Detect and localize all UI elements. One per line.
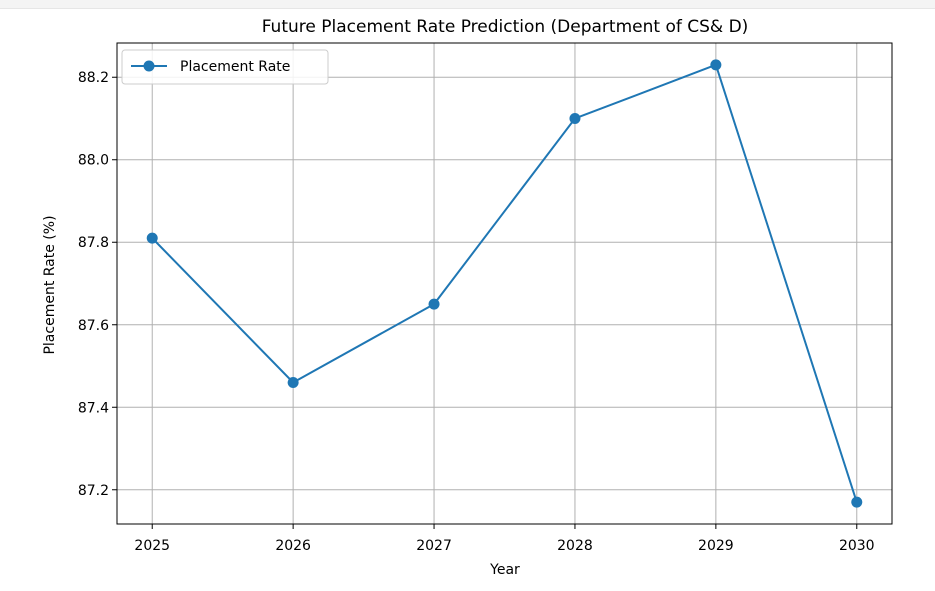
series-line-placement-rate [151,63,858,503]
data-point-2025 [146,232,158,244]
x-axis-ticks: 2025 2026 2027 2028 2029 2030 [134,524,875,554]
data-point-2027 [428,298,440,310]
legend-marker-sample [143,60,155,72]
x-tick-label-2026: 2026 [275,538,311,554]
data-point-2029 [710,59,722,71]
y-tick-label-87.4: 87.4 [78,400,109,416]
legend-label-placement-rate: Placement Rate [180,59,290,75]
grid-layer [117,43,892,524]
y-axis-label: Placement Rate (%) [42,215,58,354]
y-tick-label-87.8: 87.8 [78,235,109,251]
y-tick-label-87.2: 87.2 [78,483,109,499]
x-tick-label-2029: 2029 [698,538,734,554]
x-tick-label-2025: 2025 [134,538,170,554]
legend-box [121,49,329,85]
x-tick-label-2027: 2027 [416,538,452,554]
plot-area-border [116,42,893,525]
x-axis-label: Year [489,562,520,578]
x-tick-label-2028: 2028 [557,538,593,554]
y-tick-label-87.6: 87.6 [78,318,109,334]
window-top-strip [0,0,935,9]
y-tick-label-88.2: 88.2 [78,70,109,86]
legend: Placement Rate [121,49,329,85]
data-point-2026 [287,377,299,389]
y-axis-ticks: 87.2 87.4 87.6 87.8 88.0 88.2 [78,70,117,499]
axes-frame [116,42,893,525]
chart-title: Future Placement Rate Prediction (Depart… [262,17,749,37]
series-layer [146,59,863,508]
data-point-2030 [851,496,863,508]
data-point-2028 [569,112,581,124]
x-tick-label-2030: 2030 [839,538,875,554]
y-tick-label-88.0: 88.0 [78,153,109,169]
